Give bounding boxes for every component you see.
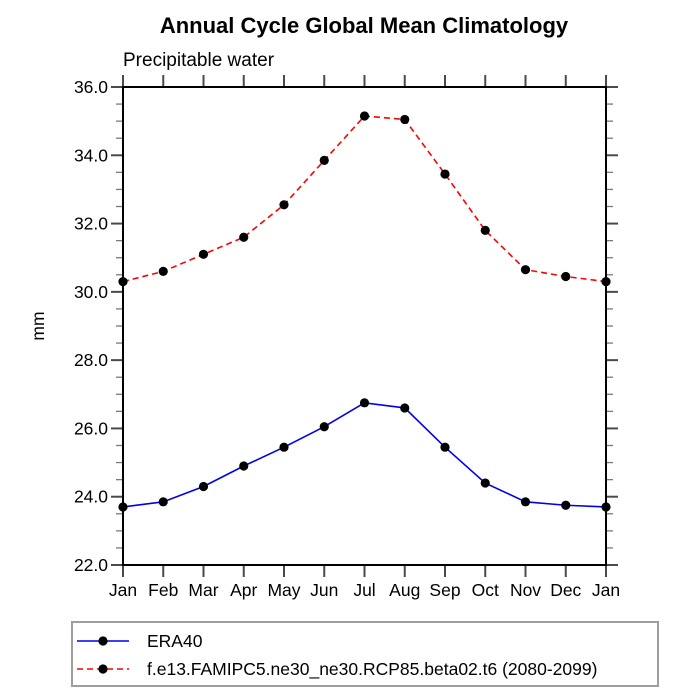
data-point-marker [239, 461, 249, 471]
x-tick-label: Dec [550, 580, 581, 600]
data-point-marker [118, 277, 128, 287]
plot-frame-border [122, 86, 607, 566]
x-tick-label: Apr [230, 580, 257, 600]
data-point-marker [520, 265, 531, 275]
x-tick-label: Nov [510, 580, 541, 600]
data-point-marker [118, 502, 128, 512]
plot-frame [122, 86, 607, 566]
legend-label: ERA40 [147, 631, 203, 651]
data-point-marker [158, 266, 168, 276]
data-point-marker [400, 114, 410, 125]
x-tick-label: Aug [389, 580, 420, 600]
data-point-marker [198, 481, 209, 492]
legend-marker-icon [98, 664, 108, 674]
legend-box [71, 621, 659, 687]
x-tick-label: Jun [310, 580, 338, 600]
chart-title: Annual Cycle Global Mean Climatology [160, 13, 569, 38]
series-line [122, 115, 607, 283]
x-tick-label: Feb [148, 580, 178, 600]
legend-label: f.e13.FAMIPC5.ne30_ne30.RCP85.beta02.t6 … [147, 659, 597, 680]
data-point-marker [198, 249, 209, 259]
x-tick-label: Jan [109, 580, 137, 600]
series-group-0 [118, 398, 611, 512]
series-layer [118, 111, 611, 512]
data-point-marker [480, 225, 490, 235]
y-tick-label: 34.0 [74, 145, 108, 165]
data-point-marker [319, 155, 329, 166]
data-point-marker [239, 232, 249, 242]
data-point-marker [279, 200, 289, 210]
data-point-marker [359, 398, 370, 408]
chart-subtitle: Precipitable water [123, 50, 275, 71]
data-point-marker [400, 403, 410, 413]
data-point-marker [440, 169, 450, 179]
data-point-marker [279, 442, 289, 452]
data-point-marker [561, 500, 571, 510]
axis-tick-labels: 22.0 24.0 26.0 28.0 30.0 32.0 34.0 36.0 Jan Feb Ma… [74, 77, 620, 600]
data-point-marker [319, 422, 329, 432]
x-tick-label: May [267, 580, 300, 600]
series-line [122, 401, 607, 508]
x-tick-label: Sep [429, 580, 460, 600]
x-tick-label: Jul [353, 580, 375, 600]
y-tick-label: 32.0 [74, 214, 108, 234]
data-point-marker [158, 497, 168, 507]
y-tick-label: 22.0 [74, 555, 108, 575]
legend-marker-icon [98, 636, 108, 646]
data-point-marker [440, 442, 450, 452]
y-tick-label: 24.0 [74, 487, 108, 507]
axis-ticks [111, 75, 618, 577]
x-tick-label: Oct [472, 580, 499, 600]
y-tick-label: 28.0 [74, 350, 108, 370]
x-tick-label: Jan [592, 580, 620, 600]
y-axis-label: mm [28, 311, 48, 340]
legend: ERA40 f.e13.FAMIPC5.ne30_ne30.RCP85.beta0… [71, 621, 659, 687]
data-point-marker [520, 497, 531, 507]
y-tick-label: 26.0 [74, 418, 108, 438]
data-point-marker [561, 271, 571, 282]
data-point-marker [359, 111, 370, 121]
series-group-1 [118, 111, 611, 287]
y-tick-label: 30.0 [74, 282, 108, 302]
x-tick-label: Mar [188, 580, 218, 600]
data-point-marker [601, 502, 611, 512]
data-point-marker [601, 277, 611, 287]
y-tick-label: 36.0 [74, 77, 108, 97]
data-point-marker [480, 478, 490, 488]
